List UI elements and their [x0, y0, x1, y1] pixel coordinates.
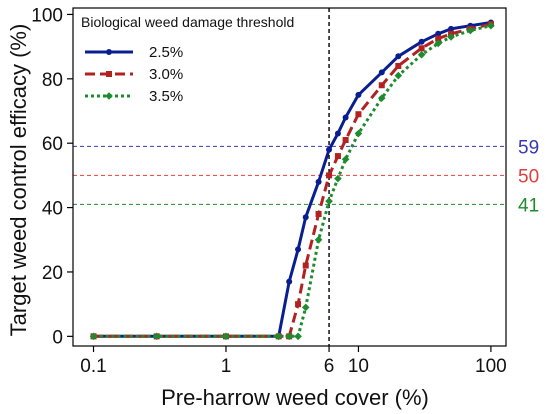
x-tick-label: 6 [324, 356, 335, 377]
y-tick-label: 80 [42, 70, 63, 91]
data-point [286, 278, 293, 285]
data-point [152, 332, 161, 341]
data-point [418, 38, 425, 45]
data-point [342, 136, 349, 143]
data-point [301, 303, 310, 312]
data-point [314, 235, 323, 244]
data-point [487, 21, 495, 30]
data-point [89, 332, 98, 341]
reference-lines: 59 50 41 [73, 8, 539, 346]
y-axis-title: Target weed control efficacy (%) [6, 24, 31, 337]
data-point [355, 91, 362, 98]
legend-label: 3.0% [149, 66, 183, 83]
data-point [315, 211, 322, 218]
data-point [417, 50, 426, 59]
data-point [295, 301, 302, 308]
data-point [302, 262, 309, 269]
x-tick-label: 10 [348, 356, 369, 377]
data-point [334, 174, 342, 183]
data-point [395, 53, 402, 60]
data-point [325, 197, 333, 205]
x-tick-label: 0.1 [80, 356, 106, 377]
data-point [354, 129, 363, 138]
legend-label: 2.5% [149, 44, 183, 61]
data-point [302, 214, 309, 221]
data-point [435, 30, 442, 37]
data-point [295, 246, 302, 253]
data-point [377, 94, 386, 102]
data-point [435, 35, 442, 42]
data-point [315, 178, 322, 185]
legend-label: 3.5% [149, 88, 183, 105]
x-tick-label: 100 [475, 356, 507, 377]
data-point [334, 130, 341, 137]
legend-swatch-marker [105, 92, 113, 100]
y-tick-label: 40 [42, 199, 63, 220]
data-point [394, 71, 403, 80]
reference-label-50: 50 [518, 166, 539, 187]
data-point [418, 45, 425, 52]
y-tick-label: 0 [52, 327, 63, 348]
data-point [341, 155, 350, 164]
data-point [447, 33, 455, 41]
reference-label-41: 41 [518, 195, 539, 216]
data-point [378, 82, 385, 89]
y-tick-label: 100 [31, 5, 63, 26]
data-point [285, 332, 293, 341]
x-axis-title: Pre-harrow weed cover (%) [161, 385, 429, 410]
data-point [434, 39, 442, 48]
data-point [326, 146, 333, 153]
data-point [222, 332, 230, 341]
data-point [395, 62, 402, 69]
series-layer [89, 19, 495, 341]
y-tick-label: 60 [42, 134, 63, 155]
legend: Biological weed damage threshold 2.5% 3.0%… [81, 14, 294, 105]
legend-swatch-marker [106, 49, 112, 55]
data-point [326, 172, 333, 179]
y-tick-label: 20 [42, 263, 63, 284]
series-3 [89, 21, 495, 341]
data-point [334, 153, 341, 160]
data-point [466, 26, 475, 35]
x-tick-label: 1 [221, 356, 232, 377]
axes: 0.1 1 6 10 100 0 20 40 60 80 100 [31, 5, 506, 377]
data-point [378, 69, 385, 76]
data-point [274, 332, 283, 341]
reference-label-59: 59 [518, 137, 539, 158]
data-point [342, 114, 349, 121]
data-point [448, 25, 455, 32]
data-point [294, 332, 302, 341]
legend-swatch-marker [106, 71, 112, 77]
legend-title: Biological weed damage threshold [81, 14, 294, 30]
data-point [355, 111, 362, 118]
plot-frame [72, 7, 507, 347]
